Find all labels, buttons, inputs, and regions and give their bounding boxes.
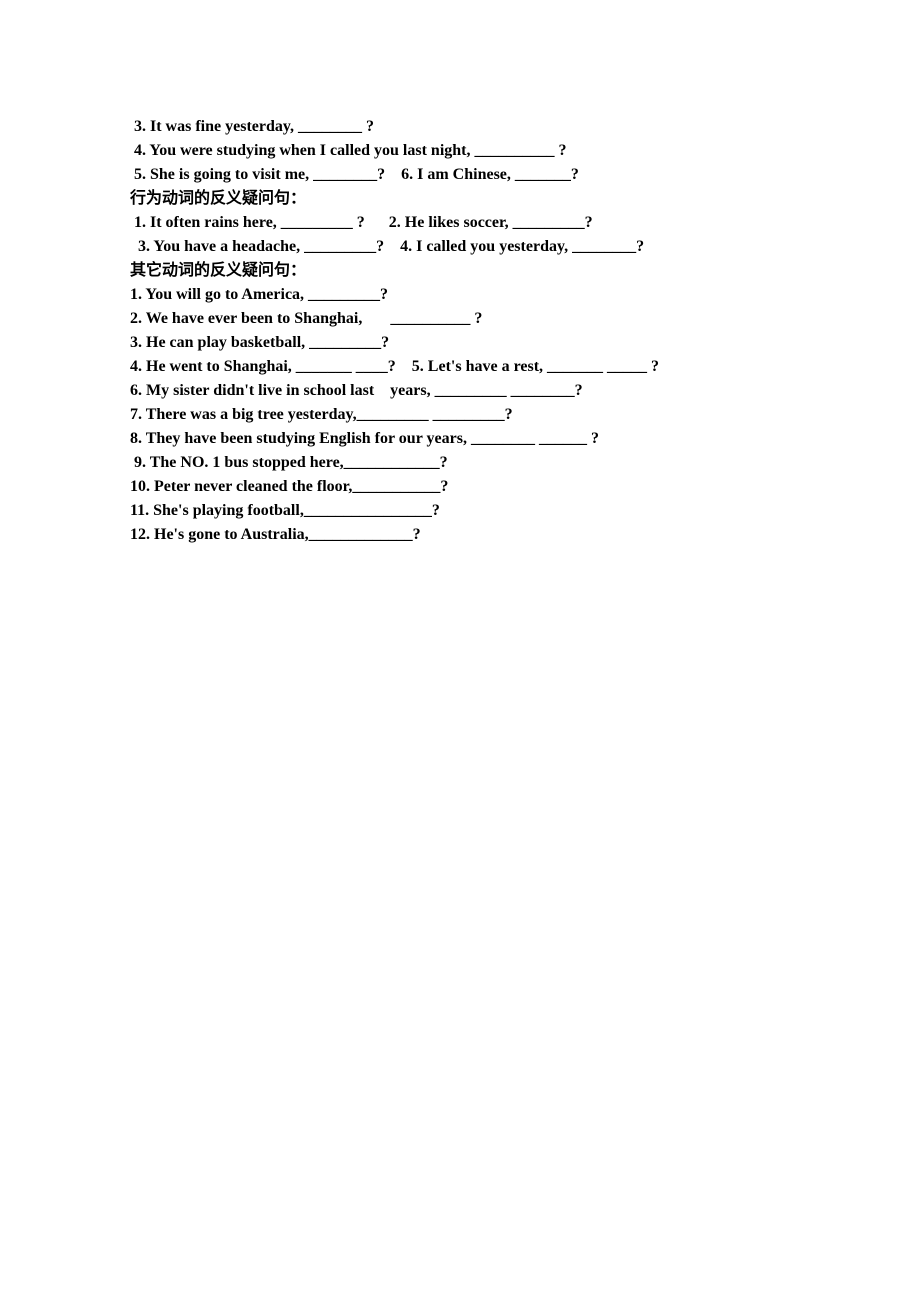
exercise-line: 5. She is going to visit me, ________? 6… [130, 163, 820, 187]
section-heading: 行为动词的反义疑问句： [130, 187, 820, 211]
exercise-line: 8. They have been studying English for o… [130, 427, 820, 451]
exercise-line: 11. She's playing football,_____________… [130, 499, 820, 523]
exercise-line: 10. Peter never cleaned the floor,______… [130, 475, 820, 499]
exercise-line: 6. My sister didn't live in school last … [130, 379, 820, 403]
exercise-line: 3. You have a headache, _________? 4. I … [130, 235, 820, 259]
exercise-line: 9. The NO. 1 bus stopped here,__________… [130, 451, 820, 475]
document-content: 3. It was fine yesterday, ________ ? 4. … [130, 115, 820, 547]
exercise-line: 3. He can play basketball, _________? [130, 331, 820, 355]
exercise-line: 3. It was fine yesterday, ________ ? [130, 115, 820, 139]
exercise-line: 4. You were studying when I called you l… [130, 139, 820, 163]
exercise-line: 7. There was a big tree yesterday,______… [130, 403, 820, 427]
exercise-line: 4. He went to Shanghai, _______ ____? 5.… [130, 355, 820, 379]
section-heading: 其它动词的反义疑问句： [130, 259, 820, 283]
exercise-line: 12. He's gone to Australia,_____________… [130, 523, 820, 547]
exercise-line: 1. You will go to America, _________? [130, 283, 820, 307]
exercise-line: 2. We have ever been to Shanghai, ______… [130, 307, 820, 331]
exercise-line: 1. It often rains here, _________ ? 2. H… [130, 211, 820, 235]
